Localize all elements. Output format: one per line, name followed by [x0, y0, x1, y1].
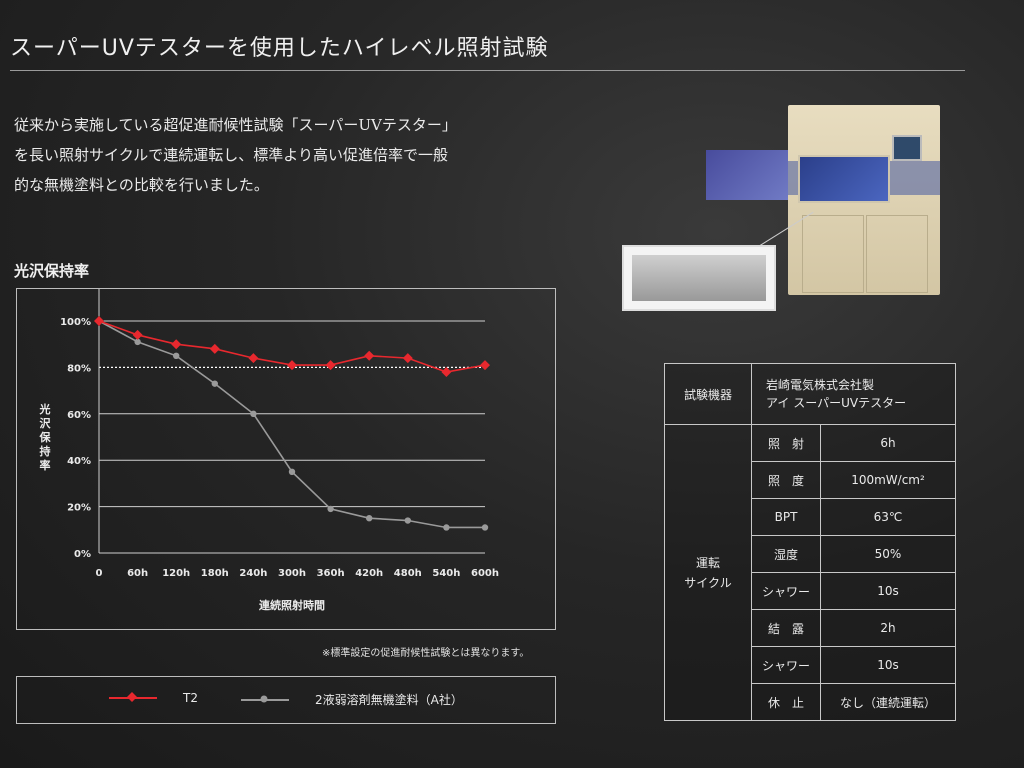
- y-tick-label: 80%: [67, 363, 91, 374]
- gloss-retention-chart: 0% 20% 40% 60% 80% 100% 0 60h 120h 180h 240h 300h 36…: [39, 289, 499, 612]
- spec-row-label: 照 度: [751, 461, 821, 499]
- x-tick-label: 600h: [471, 568, 499, 579]
- x-axis-label: 連続照射時間: [259, 598, 325, 612]
- spec-row-equipment: 試験機器 岩崎電気株式会社製 アイ スーパーUVテスター: [664, 363, 956, 425]
- legend-item-a-company: 2液弱溶剤無機塗料（A社）: [241, 691, 463, 708]
- spec-row-value: 10s: [820, 572, 956, 610]
- y-axis-label-char: 持: [40, 444, 51, 458]
- legend-swatch-a-company: [241, 693, 289, 707]
- spec-cycle-label-1: 運転: [695, 555, 720, 570]
- spec-equipment-model: アイ スーパーUVテスター: [766, 396, 907, 410]
- spec-row: 湿度 50%: [665, 535, 956, 573]
- spec-equipment-maker: 岩崎電気株式会社製: [766, 378, 875, 392]
- data-point-t2: [132, 329, 143, 340]
- y-axis-label-char: 率: [40, 458, 51, 472]
- data-point-t2: [364, 350, 375, 361]
- spec-row-label: 照 射: [751, 424, 821, 462]
- legend-swatch-t2: [109, 691, 157, 705]
- y-tick-label: 100%: [60, 317, 91, 328]
- spec-row-value: 50%: [820, 535, 956, 573]
- sample-rack-inset-image: [622, 245, 776, 311]
- data-point-a-company: [443, 524, 450, 531]
- x-tick-label: 60h: [127, 568, 148, 579]
- data-point-a-company: [211, 380, 218, 387]
- data-point-a-company: [404, 517, 411, 524]
- y-axis-label-char: 光: [39, 402, 51, 416]
- data-point-a-company: [327, 505, 334, 513]
- intro-line: 的な無機塗料との比較を行いました。: [14, 176, 269, 194]
- x-tick-label: 120h: [162, 568, 190, 579]
- spec-row-label: シャワー: [751, 646, 821, 684]
- spec-row-value: 2h: [820, 609, 956, 647]
- spec-row-label: 湿度: [751, 535, 821, 573]
- spec-cycle-label: 運転 サイクル: [664, 424, 752, 721]
- spec-row-label: 休 止: [751, 683, 821, 721]
- data-point-a-company: [134, 338, 141, 346]
- y-tick-label: 60%: [67, 410, 91, 421]
- spec-row-value: なし（連続運転）: [820, 683, 956, 721]
- y-tick-label: 20%: [67, 503, 91, 514]
- control-panel-icon: [892, 135, 922, 161]
- legend-label-a-company: 2液弱溶剤無機塗料（A社）: [315, 693, 463, 707]
- spec-equipment-value: 岩崎電気株式会社製 アイ スーパーUVテスター: [751, 363, 956, 425]
- x-tick-label: 420h: [355, 568, 383, 579]
- intro-line: を長い照射サイクルで連続運転し、標準より高い促進倍率で一般: [14, 146, 448, 164]
- data-point-a-company: [366, 515, 373, 522]
- data-point-a-company: [250, 410, 257, 417]
- spec-row-label: 結 露: [751, 609, 821, 647]
- data-point-t2: [248, 353, 259, 364]
- spec-row-value: 100mW/cm²: [820, 461, 956, 499]
- x-tick-label: 480h: [394, 568, 422, 579]
- y-axis-label-char: 保: [39, 430, 52, 444]
- spec-cycle-label-2: サイクル: [684, 575, 732, 590]
- spec-row-value: 6h: [820, 424, 956, 462]
- title-divider: [10, 70, 965, 71]
- legend-label-t2: T2: [183, 691, 198, 705]
- photo-window-detail: [706, 150, 798, 200]
- spec-row-label: シャワー: [751, 572, 821, 610]
- x-tick-label: 0: [96, 568, 103, 579]
- page-title: スーパーUVテスターを使用したハイレベル照射試験: [10, 36, 549, 61]
- data-point-t2: [94, 316, 104, 326]
- data-point-t2: [325, 360, 336, 371]
- uv-tester-machine-image: [788, 105, 940, 295]
- data-point-t2: [287, 360, 297, 371]
- intro-line: 従来から実施している超促進耐候性試験「スーパーUVテスター」: [14, 116, 457, 134]
- spec-row: 休 止 なし（連続運転）: [665, 683, 956, 721]
- spec-row: シャワー 10s: [665, 646, 956, 684]
- spec-row: 運転 サイクル 照 射 6h: [664, 424, 956, 721]
- data-point-t2: [209, 343, 220, 354]
- data-point-t2: [171, 339, 182, 350]
- chart-frame: 0% 20% 40% 60% 80% 100% 0 60h 120h 180h 240h 300h 36…: [16, 288, 556, 630]
- intro-text: 従来から実施している超促進耐候性試験「スーパーUVテスター」 を長い照射サイクル…: [14, 110, 534, 200]
- x-tick-label: 240h: [239, 568, 267, 579]
- legend-item-t2: T2: [109, 691, 198, 705]
- tester-photo: [620, 95, 950, 315]
- data-point-t2: [480, 360, 490, 371]
- chart-footnote: ※標準設定の促進耐候性試験とは異なります。: [322, 648, 530, 659]
- test-spec-table: 試験機器 岩崎電気株式会社製 アイ スーパーUVテスター 運転 サイクル 照 射…: [664, 363, 956, 721]
- y-axis-label-char: 沢: [40, 416, 52, 430]
- x-tick-label: 300h: [278, 568, 306, 579]
- series-line-a-company: [98, 320, 485, 529]
- chart-legend: T2 2液弱溶剤無機塗料（A社）: [16, 676, 556, 724]
- spec-row-label: BPT: [751, 498, 821, 536]
- y-tick-label: 40%: [67, 456, 91, 467]
- spec-row-value: 10s: [820, 646, 956, 684]
- data-point-t2: [402, 353, 413, 364]
- spec-equipment-label: 試験機器: [664, 363, 752, 425]
- spec-row: 照 度 100mW/cm²: [665, 461, 956, 499]
- data-point-a-company: [481, 524, 489, 531]
- x-tick-label: 540h: [432, 568, 460, 579]
- chart-heading: 光沢保持率: [14, 262, 90, 280]
- data-point-t2: [441, 367, 452, 378]
- x-tick-label: 180h: [201, 568, 229, 579]
- y-tick-label: 0%: [74, 549, 91, 560]
- data-point-a-company: [173, 352, 180, 359]
- spec-row: シャワー 10s: [665, 572, 956, 610]
- spec-row-value: 63℃: [820, 498, 956, 536]
- x-tick-label: 360h: [317, 568, 345, 579]
- data-point-a-company: [288, 468, 296, 475]
